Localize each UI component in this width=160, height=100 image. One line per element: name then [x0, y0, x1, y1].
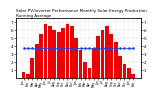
Bar [131, 74, 135, 78]
Bar [66, 24, 69, 78]
Bar [61, 28, 65, 78]
Bar [114, 42, 118, 78]
Bar [118, 56, 122, 78]
Bar [57, 32, 60, 78]
Bar [39, 34, 43, 78]
Bar [35, 44, 39, 78]
Bar [83, 62, 87, 78]
Bar [105, 26, 109, 78]
Bar [30, 58, 34, 78]
Bar [48, 26, 52, 78]
Bar [79, 50, 82, 78]
Bar [127, 68, 131, 78]
Bar [101, 30, 104, 78]
Bar [70, 26, 74, 78]
Bar [96, 36, 100, 78]
Bar [92, 48, 96, 78]
Bar [26, 74, 30, 78]
Bar [123, 64, 126, 78]
Text: Solar PV/Inverter Performance Monthly Solar Energy Production Running Average: Solar PV/Inverter Performance Monthly So… [16, 9, 147, 18]
Bar [22, 72, 25, 78]
Bar [52, 30, 56, 78]
Bar [74, 38, 78, 78]
Bar [44, 24, 47, 78]
Bar [109, 34, 113, 78]
Bar [88, 68, 91, 78]
